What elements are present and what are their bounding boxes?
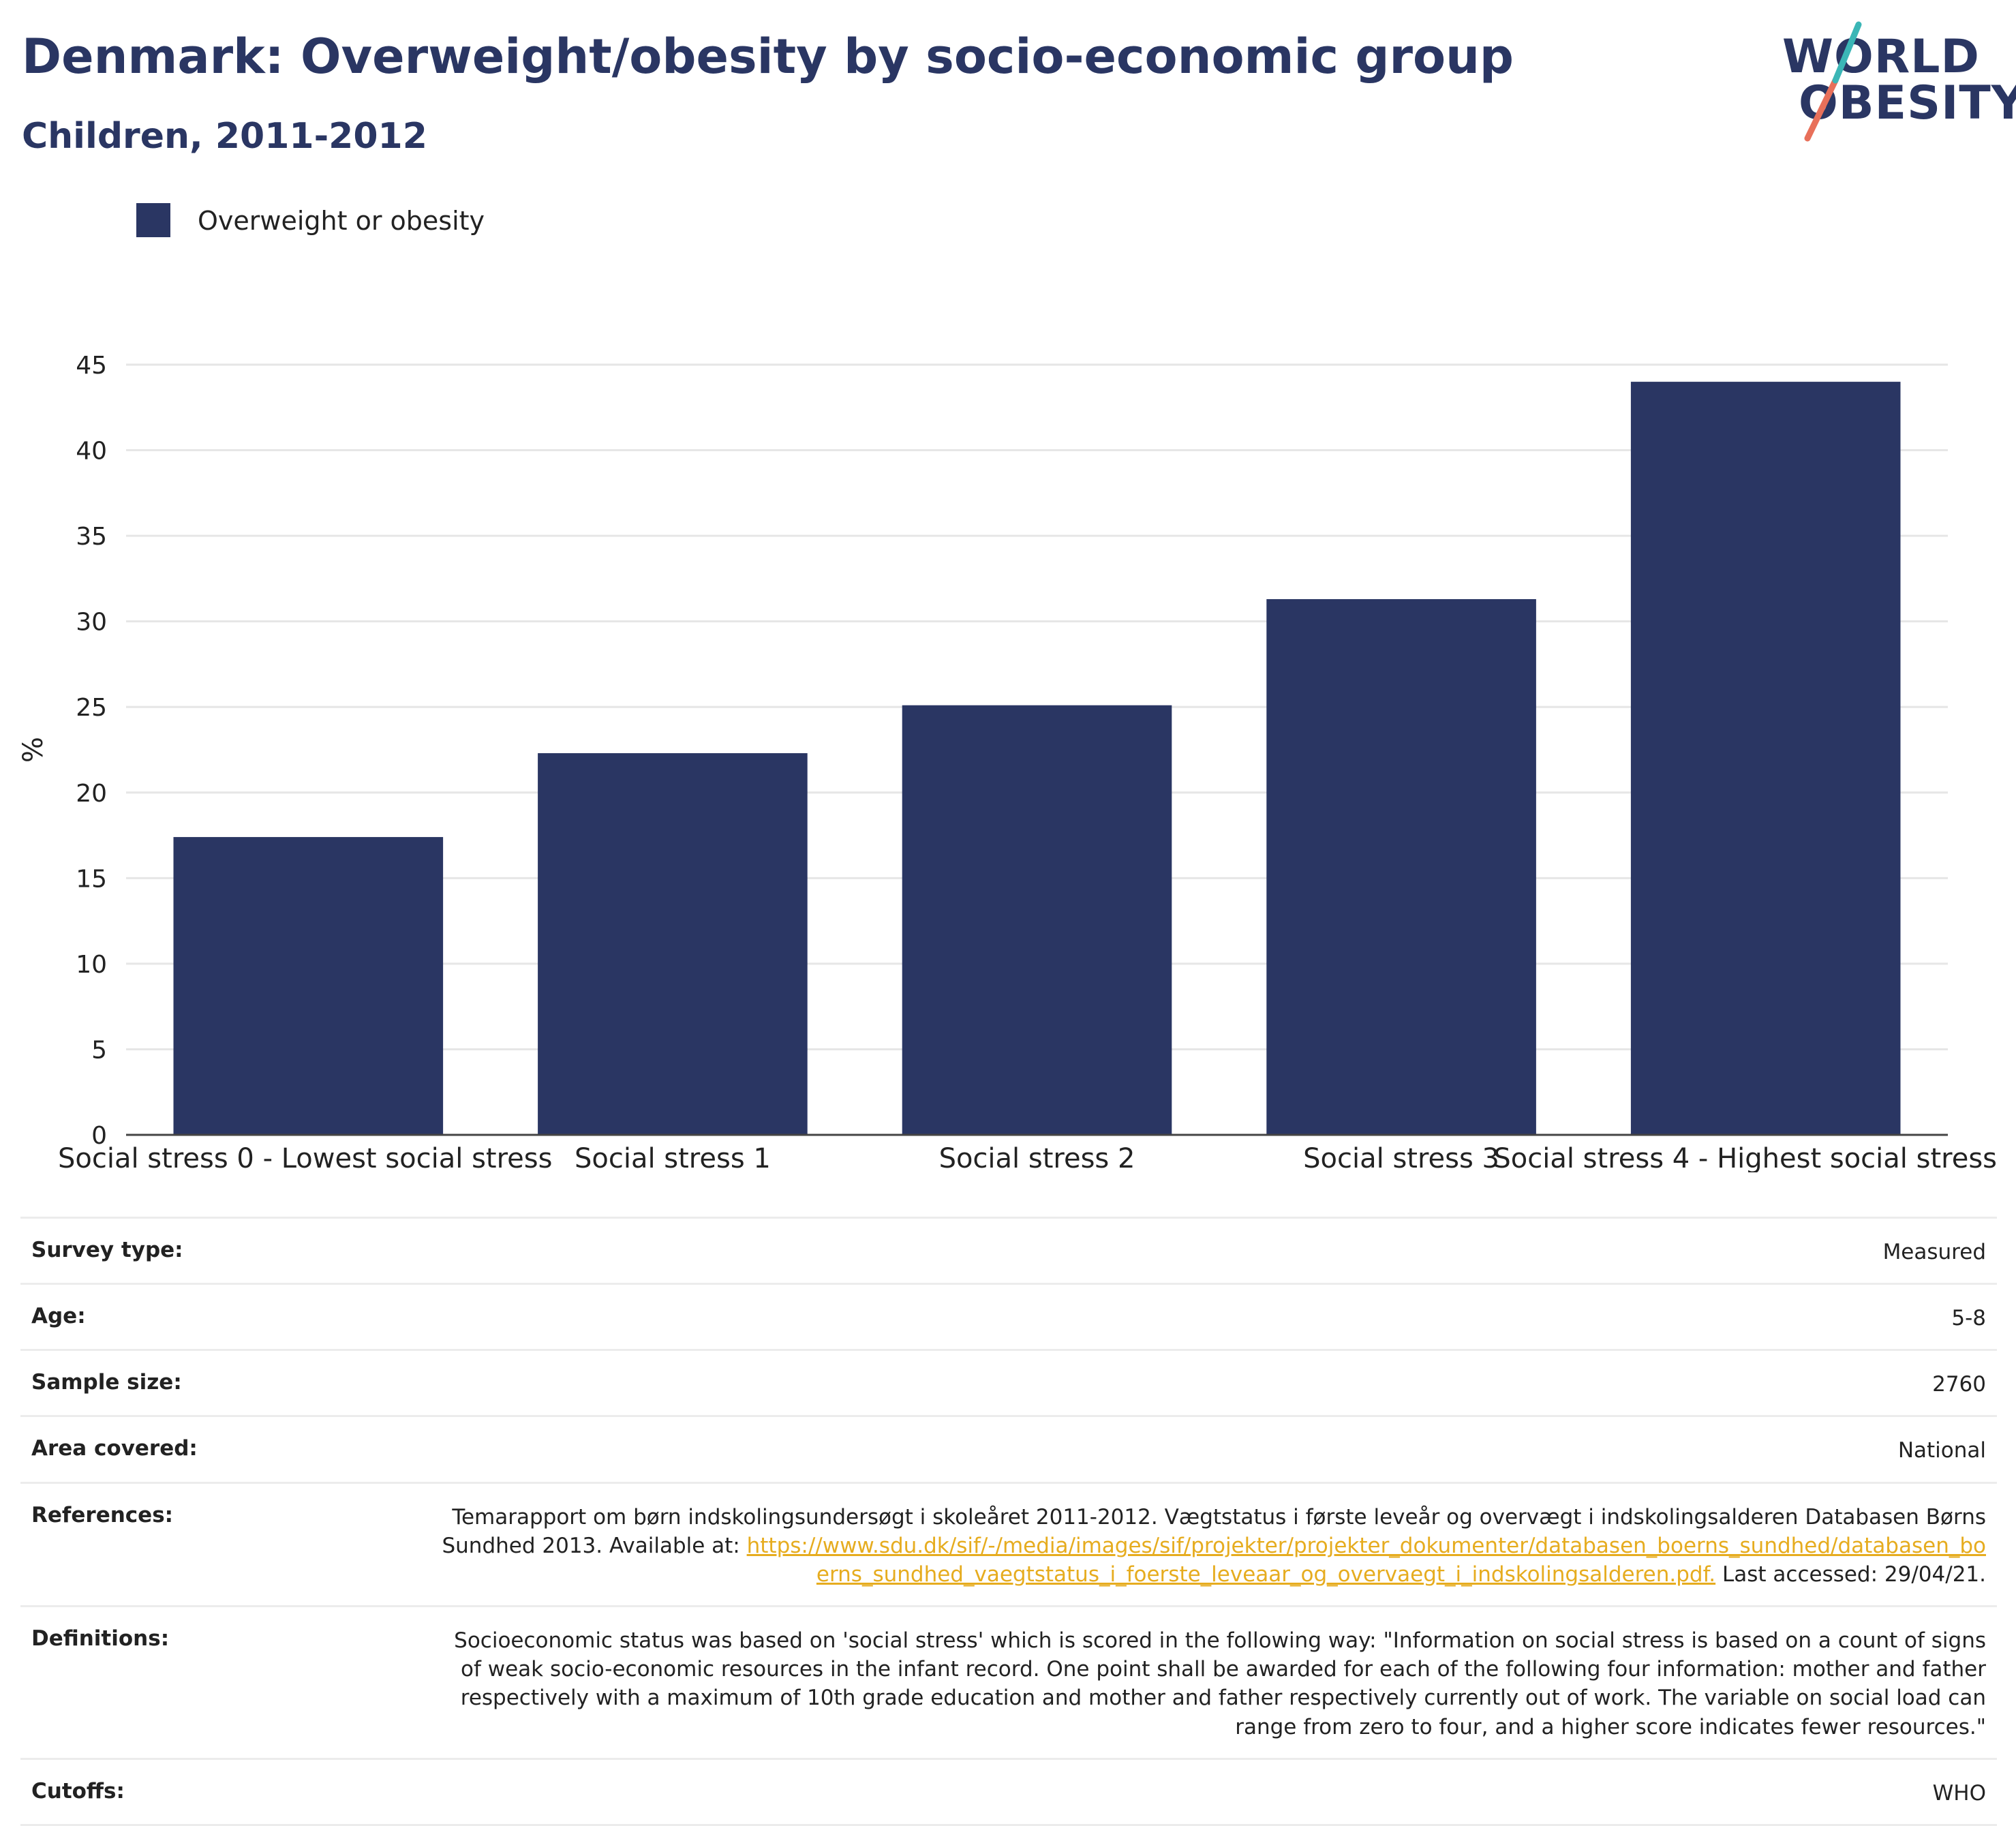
info-row-definitions: Definitions: Socioeconomic status was ba…	[20, 1606, 1997, 1760]
info-label: Survey type:	[20, 1216, 424, 1285]
info-row-cutoffs: Cutoffs: WHO	[20, 1759, 1997, 1826]
y-tick-label: 35	[76, 523, 107, 551]
legend-label: Overweight or obesity	[198, 206, 485, 236]
info-row-age: Age: 5-8	[20, 1283, 1997, 1352]
info-row-area-covered: Area covered: National	[20, 1416, 1997, 1484]
world-obesity-logo: WORLD OBESITY	[1782, 19, 2016, 142]
info-value: 2760	[424, 1350, 1997, 1418]
y-tick-label: 25	[76, 694, 107, 722]
info-row-references: References: Temarapport om børn indskoli…	[20, 1482, 1997, 1608]
x-tick-label: Social stress 4 - Highest social stress	[1493, 1143, 1997, 1172]
info-label: References:	[20, 1482, 424, 1608]
y-tick-label: 0	[91, 1122, 107, 1150]
bar	[538, 753, 808, 1135]
y-tick-label: 5	[91, 1036, 107, 1064]
info-value: Temarapport om børn indskolingsundersøgt…	[424, 1482, 1997, 1608]
survey-info-table: Survey type: Measured Age: 5-8 Sample si…	[20, 1216, 1997, 1826]
bar	[1266, 599, 1536, 1135]
x-tick-label: Social stress 0 - Lowest social stress	[58, 1143, 552, 1172]
legend-swatch	[136, 203, 170, 237]
y-tick-label: 15	[76, 865, 107, 893]
logo-text-world: WORLD	[1782, 30, 1980, 84]
info-label: Cutoffs:	[20, 1759, 424, 1826]
x-tick-label: Social stress 2	[939, 1143, 1135, 1172]
info-label: Sample size:	[20, 1350, 424, 1418]
y-tick-label: 45	[76, 352, 107, 380]
y-axis-title: %	[18, 737, 49, 763]
info-row-survey-type: Survey type: Measured	[20, 1216, 1997, 1285]
info-value: National	[424, 1416, 1997, 1484]
info-label: Definitions:	[20, 1606, 424, 1760]
chart-title: Denmark: Overweight/obesity by socio-eco…	[22, 29, 1514, 85]
bar	[902, 705, 1172, 1135]
x-tick-label: Social stress 3	[1303, 1143, 1499, 1172]
info-value: Measured	[424, 1216, 1997, 1285]
reference-text: Temarapport om børn indskolingsundersøgt…	[442, 1504, 1986, 1558]
reference-link[interactable]: https://www.sdu.dk/sif/-/media/images/si…	[746, 1533, 1986, 1587]
info-row-sample-size: Sample size: 2760	[20, 1350, 1997, 1418]
y-tick-label: 20	[76, 780, 107, 808]
x-tick-label: Social stress 1	[575, 1143, 771, 1172]
info-label: Age:	[20, 1283, 424, 1352]
reference-accessed: Last accessed: 29/04/21.	[1715, 1562, 1986, 1587]
y-tick-label: 30	[76, 609, 107, 637]
y-tick-label: 40	[76, 438, 107, 466]
logo-slash-icon	[1804, 21, 1862, 142]
y-tick-label: 10	[76, 951, 107, 979]
info-value: WHO	[424, 1759, 1997, 1826]
bar	[173, 837, 444, 1135]
info-value: Socioeconomic status was based on 'socia…	[424, 1606, 1997, 1760]
info-value: 5-8	[424, 1283, 1997, 1352]
bar	[1630, 382, 1901, 1135]
info-label: Area covered:	[20, 1416, 424, 1484]
chart-subtitle: Children, 2011-2012	[22, 116, 427, 157]
bar-chart: 0 5 10 15 20 25 30 35 40 45% Social stress 0 - Low…	[18, 352, 1997, 1172]
